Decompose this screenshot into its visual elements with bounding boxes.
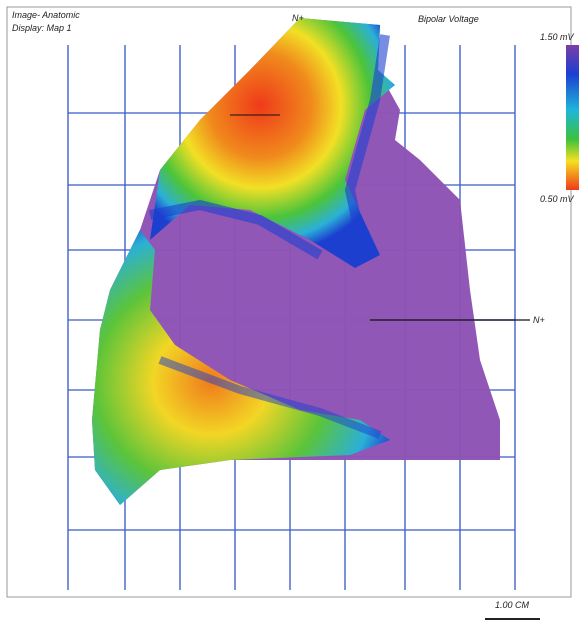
colorbar xyxy=(566,45,579,190)
scale-label: 1.00 CM xyxy=(495,600,530,610)
colorbar-bottom-label: 0.50 mV xyxy=(540,194,575,204)
map-title: Bipolar Voltage xyxy=(418,14,479,24)
right-marker: N+ xyxy=(533,315,545,325)
colorbar-top-label: 1.50 mV xyxy=(540,32,575,42)
top-marker: N+ xyxy=(292,13,304,23)
anatomy-map xyxy=(92,18,530,505)
display-label: Display: Map 1 xyxy=(12,23,72,33)
high-voltage-lower xyxy=(92,230,390,505)
image-label: Image- Anatomic xyxy=(12,10,80,20)
